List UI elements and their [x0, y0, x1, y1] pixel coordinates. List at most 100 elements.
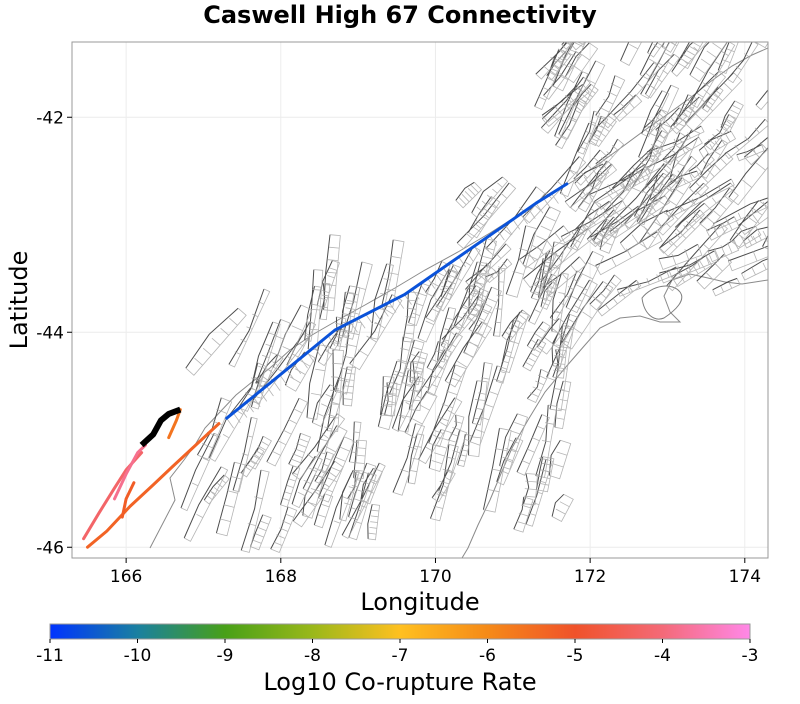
fault-plane-outline	[273, 304, 313, 373]
fault-plane-rung	[272, 380, 281, 391]
fault-line	[565, 251, 594, 308]
fault-line	[665, 178, 732, 213]
fault-line	[755, 89, 768, 106]
fault-plane-outline	[430, 444, 459, 522]
fault-plane-outline	[416, 332, 463, 400]
fault-plane-outline	[525, 458, 553, 527]
fault-plane-outline	[542, 241, 566, 294]
fault-plane-outline	[688, 153, 715, 179]
fault-plane-outline	[550, 270, 583, 322]
fault-plane-outline	[609, 195, 671, 239]
fault-plane-outline	[468, 380, 488, 458]
fault-line	[266, 397, 300, 463]
fault-plane-outline	[578, 170, 608, 213]
highlighted-rupture-trace	[139, 406, 182, 448]
fault-line	[736, 144, 762, 156]
fault-plane-outline	[468, 302, 493, 335]
fault-plane-outline	[522, 206, 561, 271]
fault-plane-outline	[675, 94, 699, 127]
fault-line	[409, 351, 420, 383]
fault-plane-outline	[620, 42, 643, 66]
fault-plane-outline	[742, 228, 768, 249]
fault-plane-outline	[302, 425, 348, 495]
fault-line	[549, 325, 563, 410]
fault-line	[317, 436, 345, 499]
fault-line	[329, 316, 338, 349]
fault-plane-outline	[699, 187, 739, 232]
fault-plane-rung	[293, 363, 302, 375]
fault-line	[573, 83, 592, 106]
fault-plane-outline	[184, 466, 229, 542]
fault-plane-outline	[522, 338, 547, 372]
fault-line	[601, 62, 655, 123]
fault-line	[456, 182, 510, 244]
fault-plane-outline	[706, 216, 740, 241]
colorbar-ticks: -11 -10 -9 -8 -7 -6 -5 -4 -3	[36, 639, 758, 666]
fault-plane-outline	[535, 404, 558, 478]
fault-line	[706, 216, 735, 231]
fault-line	[638, 84, 672, 158]
fault-plane-outline	[549, 42, 573, 76]
fault-plane-rung	[350, 321, 358, 333]
fault-plane-outline	[280, 465, 301, 508]
fault-plane-outline	[565, 250, 605, 314]
plot-area	[72, 42, 768, 558]
fault-line	[250, 321, 274, 389]
fault-plane-outline	[574, 83, 599, 112]
fault-plane-outline	[308, 269, 324, 351]
fault-plane-outline	[560, 200, 627, 244]
fault-line	[501, 309, 523, 337]
fault-plane-outline	[528, 273, 559, 325]
fault-plane-rung	[279, 374, 288, 386]
fault-line	[658, 243, 699, 260]
fault-plane-outline	[197, 397, 233, 460]
fault-line	[381, 239, 394, 306]
fault-plane-outline	[542, 256, 587, 296]
fault-plane-outline	[496, 437, 524, 486]
fault-plane-outline	[720, 100, 744, 133]
fault-plane-outline	[561, 42, 575, 50]
fault-plane-rung	[435, 272, 443, 284]
fault-plane-outline	[611, 146, 662, 197]
fault-line	[428, 364, 456, 444]
fault-plane-outline	[535, 42, 575, 80]
fault-plane-rung	[411, 289, 420, 300]
fault-plane-outline	[349, 421, 362, 464]
fault-line	[183, 466, 222, 539]
fault-line	[408, 283, 423, 323]
fault-plane-outline	[724, 118, 768, 160]
fault-line	[573, 149, 601, 180]
fault-plane-rung	[458, 256, 466, 268]
fault-line	[516, 414, 543, 473]
fault-line	[548, 42, 568, 73]
fault-plane-outline	[454, 287, 476, 329]
fault-plane-rung	[381, 306, 389, 317]
fault-line	[647, 42, 654, 54]
fault-plane-outline	[543, 51, 582, 100]
fault-plane-rung	[504, 224, 513, 235]
fault-plane-outline	[329, 316, 347, 351]
fault-plane-rung	[300, 357, 308, 369]
map-background	[149, 42, 768, 558]
fault-plane-outline	[540, 227, 585, 287]
fault-plane-outline	[499, 413, 529, 470]
fault-plane-outline	[353, 439, 367, 480]
fault-plane-rung	[286, 369, 295, 380]
fault-plane-rung	[489, 235, 497, 246]
fault-plane-outline	[256, 354, 284, 388]
fault-line	[689, 42, 710, 76]
fault-plane-outline	[250, 514, 272, 551]
fault-plane-outline	[655, 107, 688, 139]
fault-plane-outline	[408, 433, 425, 485]
fault-plane-outline	[646, 136, 703, 174]
fault-line	[564, 163, 612, 203]
fault-plane-outline	[658, 244, 703, 271]
fault-plane-outline	[404, 390, 438, 439]
fault-plane-outline	[513, 496, 534, 533]
fault-line	[684, 72, 734, 124]
fault-line	[526, 321, 544, 347]
fault-plane-outline	[292, 413, 346, 480]
fault-line	[334, 320, 351, 392]
colorbar	[49, 623, 751, 640]
fault-plane-outline	[689, 152, 734, 196]
